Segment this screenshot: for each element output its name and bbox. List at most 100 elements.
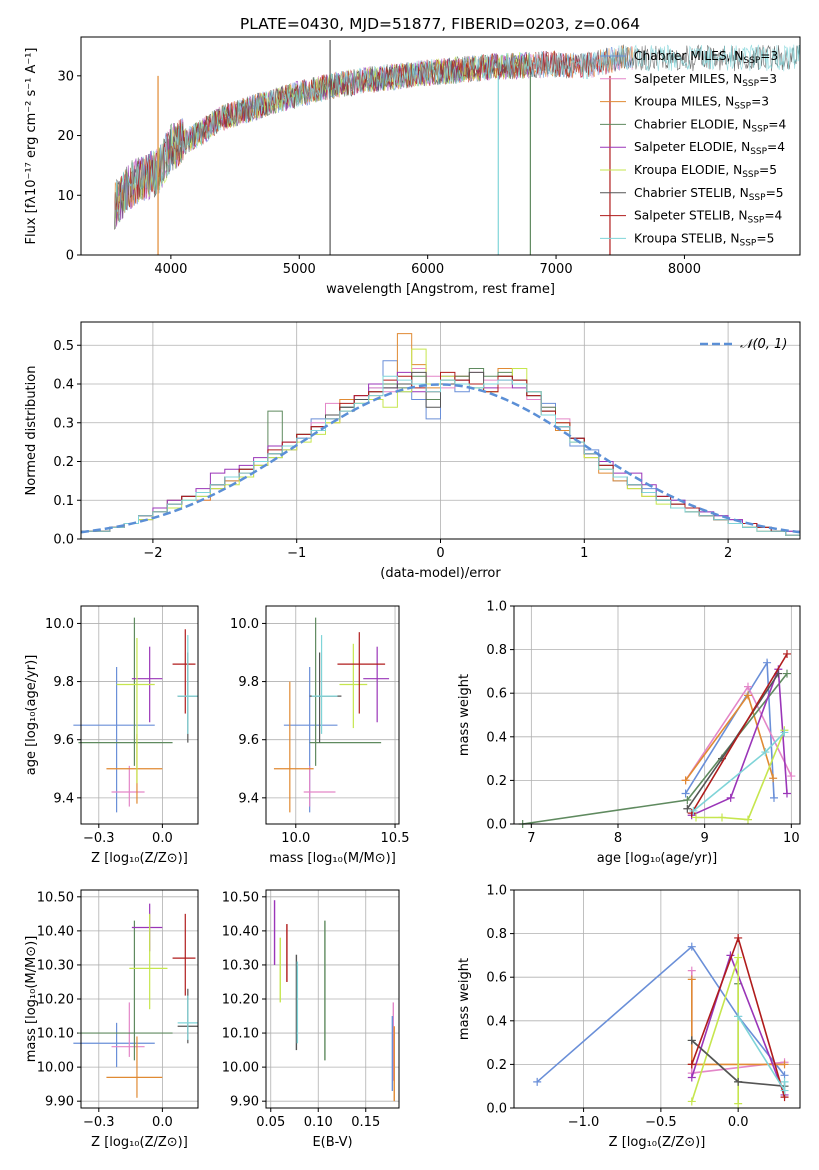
x-axis-label: Z [log₁₀(Z/Z⊙)] <box>609 1135 706 1150</box>
spectrum-panel: 4000 5000 6000 7000 8000 0 10 20 30 wavelength [A… <box>24 36 801 297</box>
weight-series-line <box>686 673 779 810</box>
x-tick-label: 0.0 <box>728 1115 749 1130</box>
plot-frame <box>80 36 801 256</box>
y-axis-label: mass weight <box>457 958 472 1040</box>
y-tick-label: 0 <box>66 249 74 264</box>
plot-frame <box>513 605 801 825</box>
age_vs_Z-panel: −0.3 0.0 9.4 9.6 9.8 10.0 Z [log₁₀(Z/Z⊙)] age [… <box>24 605 199 866</box>
x-tick-label: 10.0 <box>281 831 310 846</box>
residuals-panel: −2 −1 0 1 2 0.0 0.1 0.2 0.3 0.4 0.5 (data-model)/er… <box>24 321 801 581</box>
weight-point-marker <box>763 658 772 667</box>
legend-entry: Kroupa ELODIE, NSSP=5 <box>634 163 777 180</box>
y-tick-label: 0.0 <box>53 533 74 548</box>
y-tick-label: 10 <box>57 189 74 204</box>
y-tick-label: 9.8 <box>53 675 74 690</box>
spectrum-series-line <box>114 44 800 230</box>
y-tick-label: 0.6 <box>486 971 507 986</box>
weight-point-marker <box>687 1060 696 1069</box>
weight-point-marker <box>734 953 743 962</box>
weight-point-marker <box>780 1086 789 1095</box>
weight-point-marker <box>761 748 770 757</box>
weight-point-marker <box>744 682 752 691</box>
weight-point-marker <box>780 1077 789 1086</box>
y-tick-label: 10.50 <box>222 890 259 905</box>
y-tick-label: 0.2 <box>486 1058 507 1073</box>
y-tick-label: 10.0 <box>45 617 74 632</box>
y-tick-label: 0.2 <box>486 774 507 789</box>
y-tick-label: 10.10 <box>222 1027 259 1042</box>
histogram-group <box>81 333 800 539</box>
weight-series-line <box>737 1015 786 1094</box>
y-tick-label: 9.4 <box>53 791 74 806</box>
x-tick-label: 10 <box>783 831 800 846</box>
weight-point-marker <box>687 1036 696 1045</box>
y-tick-label: 10.40 <box>37 924 74 939</box>
y-axis-label: mass [log₁₀(M/M⊙)] <box>24 936 39 1063</box>
y-tick-label: 0.0 <box>486 818 507 833</box>
y-tick-label: 0.3 <box>53 416 74 431</box>
legend-entry: Kroupa STELIB, NSSP=5 <box>634 231 774 248</box>
y-tick-label: 0.4 <box>53 378 74 393</box>
weight-point-marker <box>744 691 752 700</box>
plot-frame <box>265 889 400 1109</box>
y-tick-label: 10.20 <box>37 993 74 1008</box>
x-axis-label: Z [log₁₀(Z/Z⊙)] <box>91 851 188 866</box>
weight-point-marker <box>780 728 789 737</box>
x-tick-label: 4000 <box>154 262 187 277</box>
x-axis-label: mass [log₁₀(M/M⊙)] <box>269 851 396 866</box>
x-tick-label: −2 <box>143 546 162 561</box>
y-tick-label: 0.6 <box>486 687 507 702</box>
y-tick-label: 0.1 <box>53 494 74 509</box>
weight-point-marker <box>783 669 791 678</box>
y-tick-label: 9.90 <box>230 1095 259 1110</box>
x-tick-label: 5000 <box>283 262 316 277</box>
y-tick-label: 10.50 <box>37 890 74 905</box>
y-tick-label: 0.0 <box>486 1102 507 1117</box>
legend-entry: Chabrier STELIB, NSSP=5 <box>634 186 784 203</box>
plot-frame <box>80 321 801 540</box>
mass_vs_Z-panel: −0.3 0.0 9.90 10.00 10.10 10.20 10.30 10.40 10.5… <box>24 889 199 1150</box>
plot-frame <box>80 889 199 1109</box>
weight-point-marker <box>718 813 726 822</box>
weight-point-marker <box>687 942 696 951</box>
x-tick-label: 8000 <box>668 262 701 277</box>
y-axis-label: Normed distribution <box>24 366 39 496</box>
y-tick-label: 9.6 <box>238 733 259 748</box>
y-tick-label: 10.00 <box>222 1061 259 1076</box>
spectrum-legend: Chabrier MILES, NSSP=3 Salpeter MILES, NS… <box>600 49 786 248</box>
x-tick-label: 0.0 <box>152 831 173 846</box>
y-tick-label: 0.5 <box>53 339 74 354</box>
x-axis-label: age [log₁₀(age/yr)] <box>597 851 718 866</box>
y-tick-label: 30 <box>57 69 74 84</box>
y-tick-label: 20 <box>57 129 74 144</box>
x-axis-label: wavelength [Angstrom, rest frame] <box>326 282 555 297</box>
y-tick-label: 1.0 <box>486 600 507 615</box>
weight-point-marker <box>734 1012 743 1021</box>
weight_vs_Z-panel: −1.0 −0.5 0.0 0.0 0.2 0.4 0.6 0.8 1.0 Z [log₁₀(Z/… <box>457 884 801 1150</box>
legend-entry: Kroupa MILES, NSSP=3 <box>634 95 769 112</box>
weight-point-marker <box>734 1099 743 1108</box>
weight-point-marker <box>734 1077 743 1086</box>
weight_vs_age-panel: 7 8 9 10 0.0 0.2 0.4 0.6 0.8 1.0 age [log₁₀(age/yr… <box>457 600 801 866</box>
x-tick-label: 0.10 <box>304 1115 333 1130</box>
weight-series-line <box>536 945 786 1083</box>
weight-point-marker <box>689 806 698 815</box>
weight-point-marker <box>783 649 791 658</box>
weight-series-line <box>691 957 739 1104</box>
weight-point-marker <box>683 804 692 813</box>
weight-series-line <box>691 653 788 814</box>
legend-entry: Salpeter STELIB, NSSP=4 <box>634 209 783 226</box>
y-tick-label: 10.10 <box>37 1027 74 1042</box>
y-tick-label: 0.2 <box>53 455 74 470</box>
weight-series-line <box>691 983 739 1084</box>
x-tick-label: −0.3 <box>83 831 115 846</box>
weight-point-marker <box>681 789 690 798</box>
weight-point-marker <box>687 975 696 984</box>
weight-point-marker <box>687 1097 696 1106</box>
weight-point-marker <box>687 966 696 975</box>
x-tick-label: −1 <box>287 546 306 561</box>
y-tick-label: 10.20 <box>222 993 259 1008</box>
y-tick-label: 0.4 <box>486 1014 507 1029</box>
weight-point-marker <box>692 813 700 822</box>
x-tick-label: 1 <box>580 546 588 561</box>
